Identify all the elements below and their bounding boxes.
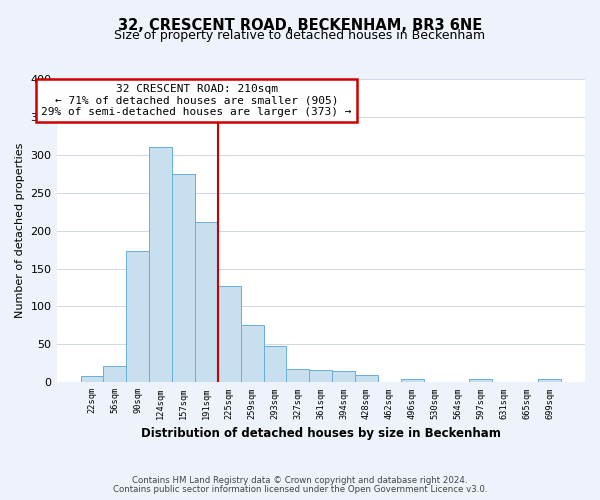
Bar: [310, 370, 332, 382]
Text: Contains public sector information licensed under the Open Government Licence v3: Contains public sector information licen…: [113, 485, 487, 494]
X-axis label: Distribution of detached houses by size in Beckenham: Distribution of detached houses by size …: [141, 427, 501, 440]
Bar: [355, 374, 378, 382]
Text: 32 CRESCENT ROAD: 210sqm
← 71% of detached houses are smaller (905)
29% of semi-: 32 CRESCENT ROAD: 210sqm ← 71% of detach…: [41, 84, 352, 116]
Bar: [195, 222, 218, 382]
Text: Size of property relative to detached houses in Beckenham: Size of property relative to detached ho…: [115, 29, 485, 42]
Bar: [241, 326, 263, 382]
Bar: [263, 346, 286, 383]
Bar: [103, 366, 127, 382]
Bar: [401, 378, 424, 382]
Bar: [149, 147, 172, 382]
Bar: [286, 370, 310, 382]
Text: Contains HM Land Registry data © Crown copyright and database right 2024.: Contains HM Land Registry data © Crown c…: [132, 476, 468, 485]
Bar: [80, 376, 103, 382]
Bar: [538, 380, 561, 382]
Text: 32, CRESCENT ROAD, BECKENHAM, BR3 6NE: 32, CRESCENT ROAD, BECKENHAM, BR3 6NE: [118, 18, 482, 32]
Bar: [332, 371, 355, 382]
Bar: [469, 380, 493, 382]
Bar: [127, 251, 149, 382]
Bar: [218, 286, 241, 382]
Bar: [172, 174, 195, 382]
Y-axis label: Number of detached properties: Number of detached properties: [15, 143, 25, 318]
